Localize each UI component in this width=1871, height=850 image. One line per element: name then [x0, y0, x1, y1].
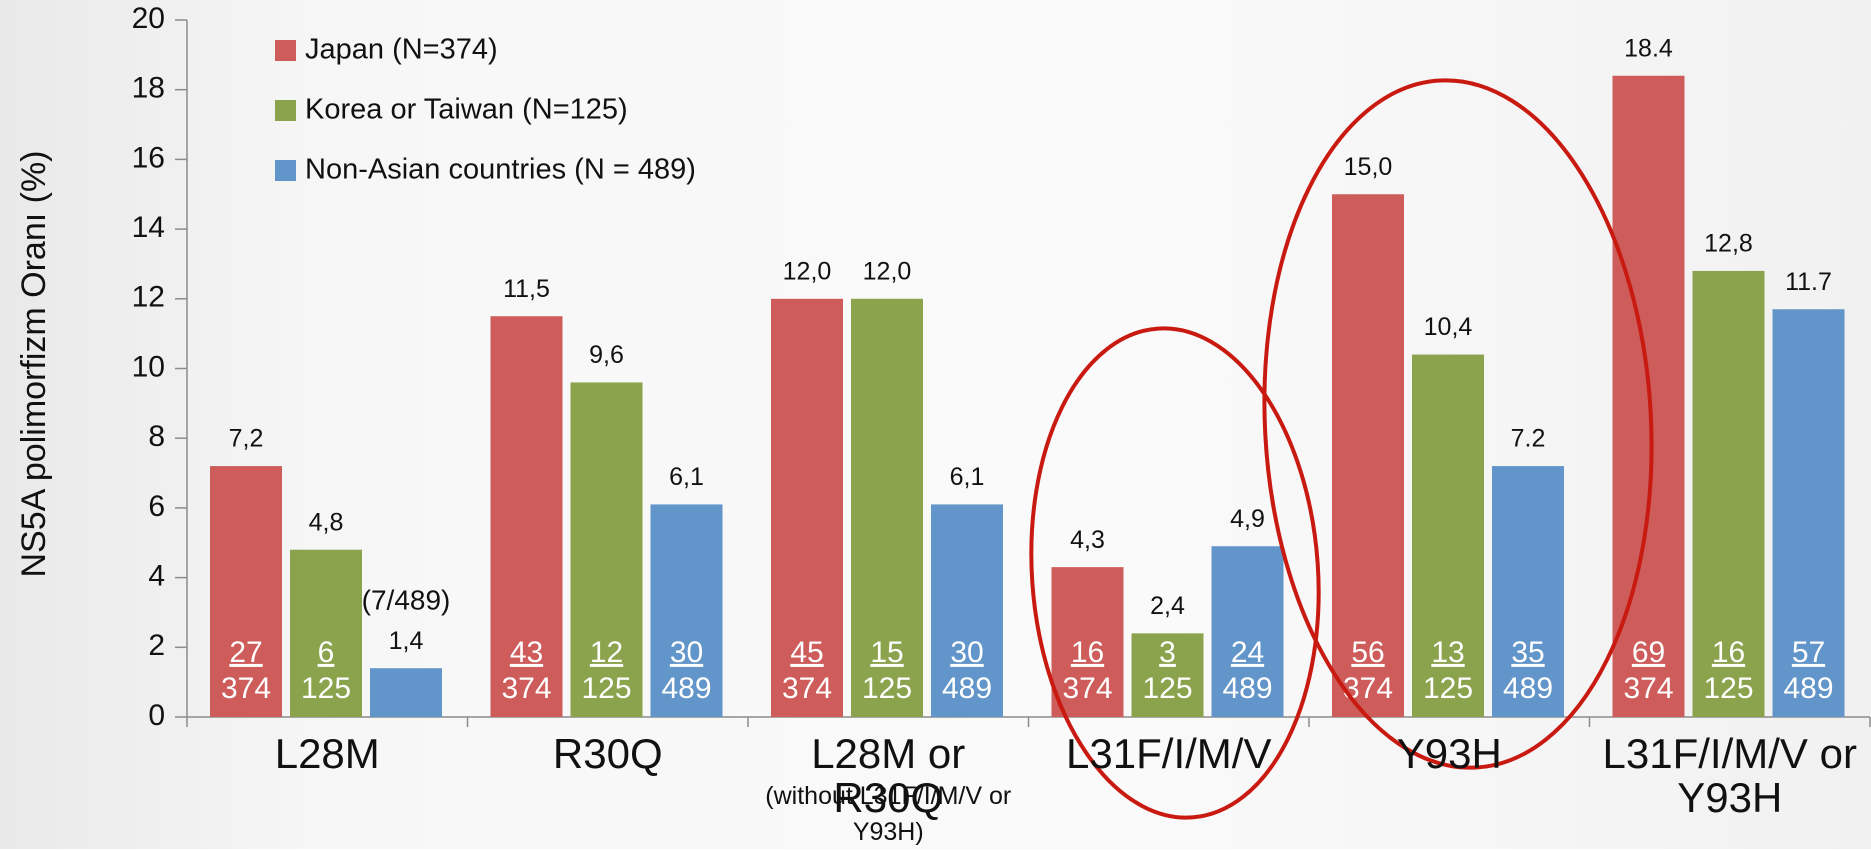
total-label: 125	[301, 672, 351, 705]
total-label: 125	[1703, 672, 1753, 705]
value-label: 15,0	[1344, 153, 1393, 181]
total-label: 489	[942, 672, 992, 705]
total-label: 125	[862, 672, 912, 705]
count-label: 12	[590, 636, 623, 669]
legend-swatch	[275, 160, 296, 181]
count-label: 16	[1712, 636, 1745, 669]
total-label: 374	[1343, 672, 1393, 705]
total-label: 374	[501, 672, 551, 705]
legend-label: Japan (N=374)	[305, 34, 498, 66]
count-label: 69	[1632, 636, 1665, 669]
count-label: 35	[1511, 636, 1544, 669]
value-label: 4,3	[1070, 526, 1105, 554]
value-label: 10,4	[1424, 313, 1473, 341]
total-label: 125	[1142, 672, 1192, 705]
bar	[771, 298, 843, 717]
y-tick-label: 18	[132, 72, 165, 105]
count-label: 24	[1231, 636, 1264, 669]
legend-swatch	[275, 100, 296, 121]
count-label: 27	[229, 636, 262, 669]
x-tick-label: L28M or R30Q	[811, 730, 966, 821]
y-tick-label: 8	[148, 420, 165, 453]
x-tick-label: R30Q	[552, 730, 663, 777]
value-label: 7,2	[229, 425, 264, 453]
y-tick-label: 6	[148, 490, 165, 523]
value-label: 1,4	[389, 627, 424, 655]
y-tick-label: 16	[132, 141, 165, 174]
x-tick-label: L31F/I/M/V or Y93H	[1602, 730, 1857, 821]
count-label: 43	[510, 636, 543, 669]
count-label: 16	[1071, 636, 1104, 669]
value-label: 9,6	[589, 341, 624, 369]
y-tick-label: 20	[132, 2, 165, 35]
y-axis-label: NS5A polimorfizm Oranı (%)	[15, 151, 53, 578]
total-label: 489	[1783, 672, 1833, 705]
bar	[290, 549, 362, 717]
count-label: 6	[318, 636, 335, 669]
value-label: 4,9	[1230, 505, 1265, 533]
value-label: 12,8	[1704, 230, 1753, 258]
value-label: 18.4	[1624, 34, 1673, 62]
count-label: 15	[870, 636, 903, 669]
value-label: 2,4	[1150, 592, 1185, 620]
x-tick-label: L31F/I/M/V	[1066, 730, 1272, 777]
bar	[1692, 270, 1765, 717]
count-label: 45	[790, 636, 823, 669]
x-tick-label: Y93H	[1396, 730, 1502, 777]
total-label: 374	[782, 672, 832, 705]
bar	[210, 466, 282, 717]
y-tick-label: 12	[132, 281, 165, 314]
legend-label: Non-Asian countries (N = 489)	[305, 154, 696, 186]
bar	[851, 298, 923, 717]
count-label: 56	[1351, 636, 1384, 669]
bar	[490, 316, 563, 717]
total-label: 489	[661, 672, 711, 705]
count-label: 30	[670, 636, 703, 669]
legend-swatch	[275, 40, 296, 61]
total-label: 489	[1222, 672, 1272, 705]
value-label: 7.2	[1511, 425, 1546, 453]
value-label: 6,1	[669, 463, 704, 491]
bar	[570, 382, 643, 717]
count-label: 13	[1431, 636, 1464, 669]
y-tick-label: 4	[148, 560, 165, 593]
y-tick-label: 2	[148, 629, 165, 662]
total-label: 374	[1623, 672, 1673, 705]
x-tick-label: L28M	[274, 730, 380, 777]
bar	[1772, 309, 1845, 717]
value-label: 12,0	[783, 257, 832, 285]
value-label: 4,8	[309, 508, 344, 536]
count-label: 3	[1159, 636, 1176, 669]
value-label: 12,0	[863, 257, 912, 285]
bar	[650, 504, 723, 717]
total-label: 374	[221, 672, 271, 705]
value-label: 11,5	[503, 275, 550, 303]
bar	[1612, 75, 1685, 717]
count-label: 30	[950, 636, 983, 669]
bar	[931, 504, 1003, 717]
total-label: 374	[1062, 672, 1112, 705]
count-label: 57	[1792, 636, 1825, 669]
annotation: (7/489)	[362, 585, 451, 616]
x-tick-note: (without L31F/I/M/V or Y93H)	[765, 782, 1012, 846]
legend-label: Korea or Taiwan (N=125)	[305, 94, 628, 126]
y-tick-label: 0	[148, 699, 165, 732]
y-tick-label: 14	[132, 211, 165, 244]
total-label: 125	[581, 672, 631, 705]
value-label: 11.7	[1785, 268, 1832, 296]
y-tick-label: 10	[132, 350, 165, 383]
total-label: 125	[1423, 672, 1473, 705]
total-label: 489	[1503, 672, 1553, 705]
value-label: 6,1	[950, 463, 985, 491]
bar	[370, 668, 442, 717]
